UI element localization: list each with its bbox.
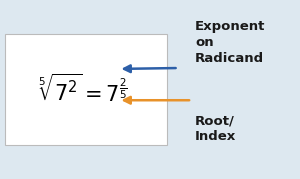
Text: Exponent
on
Radicand: Exponent on Radicand xyxy=(195,20,266,66)
Text: $\sqrt[5]{7^2} = 7^{\frac{2}{5}}$: $\sqrt[5]{7^2} = 7^{\frac{2}{5}}$ xyxy=(38,73,128,106)
Text: Root/
Index: Root/ Index xyxy=(195,114,236,143)
FancyBboxPatch shape xyxy=(4,34,166,145)
